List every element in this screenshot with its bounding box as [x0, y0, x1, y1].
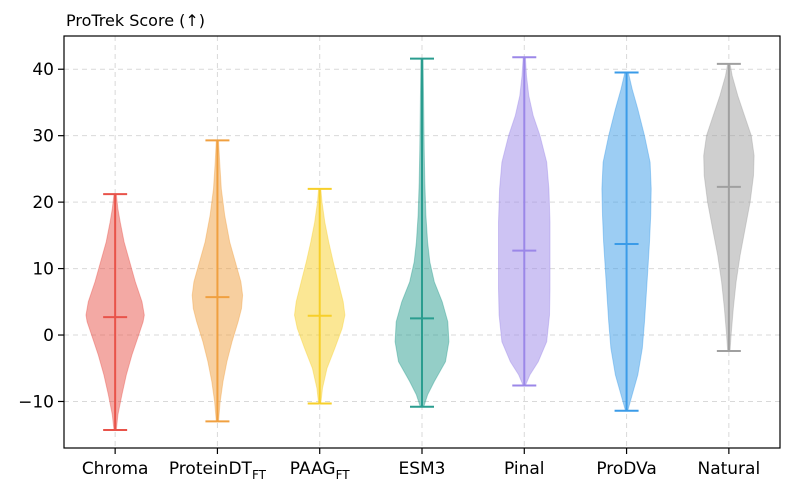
violin-paag — [294, 187, 346, 405]
violin-natural — [703, 62, 755, 352]
y-axis: −10 0 10 20 30 40 — [18, 60, 64, 412]
violin-proteindt — [191, 139, 244, 423]
x-tick-label: ProteinDTFT — [169, 459, 267, 482]
x-tick-label: ESM3 — [398, 459, 445, 479]
x-tick-label: Natural — [697, 459, 760, 479]
x-tick-label: ProDVa — [596, 459, 657, 479]
violin-chroma — [85, 193, 145, 432]
violin-esm3 — [394, 57, 450, 408]
violins — [85, 56, 755, 432]
y-tick-label: 20 — [32, 193, 54, 213]
chart-title: ProTrek Score (↑) — [66, 11, 205, 30]
violin-prodva — [601, 71, 652, 412]
violin-pinal — [498, 56, 551, 387]
y-tick-label: −10 — [18, 392, 54, 412]
y-tick-label: 0 — [43, 326, 54, 346]
y-tick-label: 40 — [32, 60, 54, 80]
y-tick-label: 10 — [32, 260, 54, 280]
x-tick-label: Pinal — [504, 459, 545, 479]
x-tick-label: PAAGFT — [290, 459, 350, 482]
x-axis: Chroma ProteinDTFT PAAGFT ESM3 Pinal ProDVa Na… — [82, 448, 760, 482]
y-tick-label: 30 — [32, 127, 54, 147]
x-tick-label: Chroma — [82, 459, 149, 479]
